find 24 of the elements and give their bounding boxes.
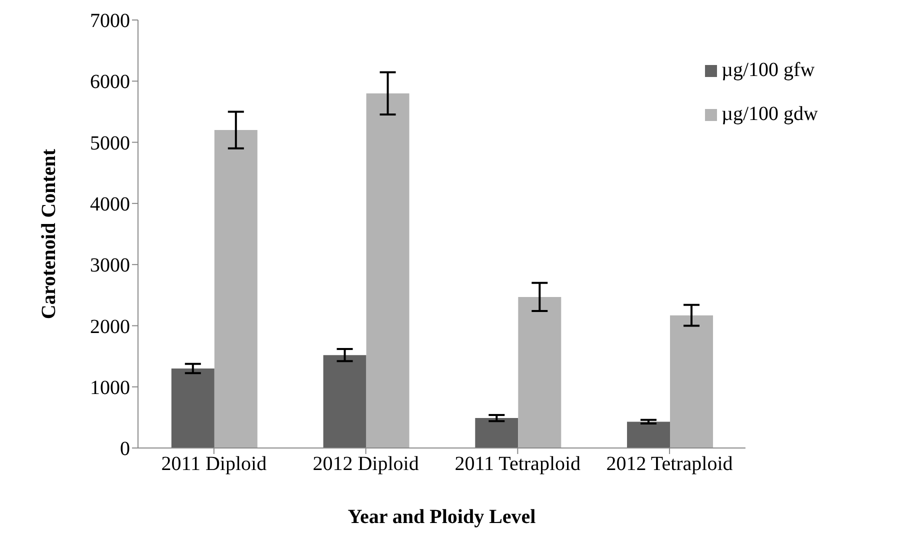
y-tick-label: 0 — [120, 438, 130, 460]
y-tick-label: 4000 — [90, 194, 130, 216]
bar — [627, 422, 670, 448]
y-axis-title: Carotenoid Content — [38, 148, 60, 320]
bar — [214, 130, 258, 448]
x-tick-label: 2012 Diploid — [312, 453, 419, 476]
bar — [670, 315, 714, 448]
bar — [366, 93, 410, 448]
x-tick-label: 2011 Diploid — [161, 453, 267, 476]
y-tick-label: 5000 — [90, 132, 130, 154]
y-tick-label: 3000 — [90, 254, 130, 277]
bar — [323, 355, 366, 448]
bar — [475, 418, 518, 448]
bar — [518, 296, 562, 448]
x-tick-label: 2011 Tetraploid — [454, 453, 581, 476]
y-tick-label: 2000 — [90, 316, 130, 338]
y-tick-label: 7000 — [90, 10, 130, 32]
x-axis-title: Year and Ploidy Level — [348, 506, 536, 528]
legend-label: µg/100 gdw — [721, 103, 818, 125]
x-tick-label: 2012 Tetraploid — [606, 453, 733, 476]
bar — [171, 368, 214, 448]
y-tick-label: 1000 — [90, 376, 130, 399]
y-tick-label: 6000 — [90, 71, 130, 94]
legend-label: µg/100 gfw — [721, 59, 815, 81]
